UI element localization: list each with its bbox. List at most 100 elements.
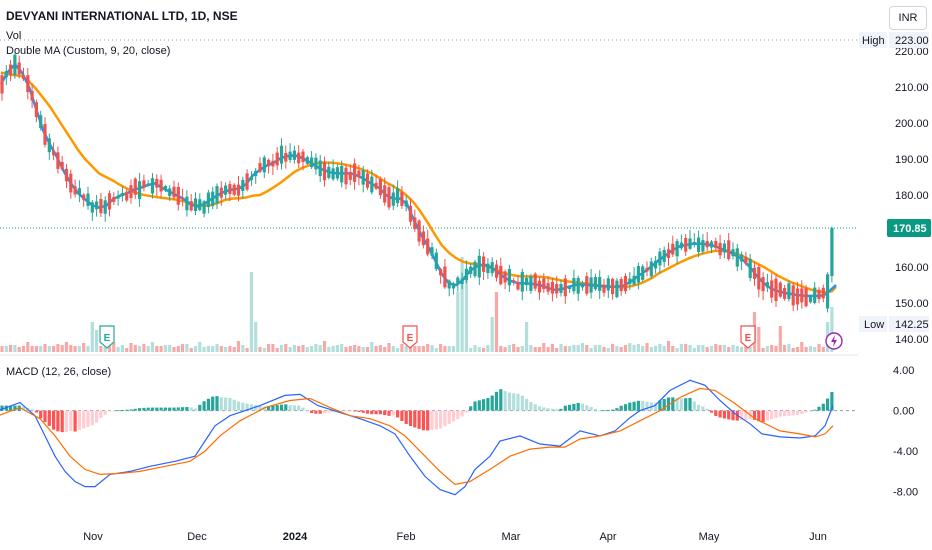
candle-body	[284, 152, 288, 162]
volume-bar	[443, 346, 447, 352]
macd-histogram-bar	[826, 398, 830, 411]
candle-body	[451, 283, 456, 289]
candle-body	[748, 258, 752, 279]
volume-bar	[52, 346, 56, 352]
volume-bar	[361, 347, 365, 352]
volume-bar	[490, 317, 494, 352]
macd-histogram-bar	[791, 410, 795, 416]
volume-bar	[400, 344, 404, 352]
candle-body	[361, 170, 365, 185]
volume-bar	[572, 345, 576, 352]
macd-histogram-bar	[752, 410, 757, 420]
candle-body	[254, 170, 258, 177]
candle-body	[598, 276, 602, 291]
volume-bar	[254, 322, 258, 352]
line-layer	[0, 62, 837, 496]
volume-bar	[550, 344, 554, 352]
macd-histogram-bar	[245, 403, 249, 411]
candle-body	[580, 283, 585, 288]
candle-body	[370, 176, 374, 193]
candle-body	[529, 276, 533, 291]
volume-bar	[447, 346, 451, 352]
earnings-marker[interactable]: E	[740, 325, 756, 349]
candle-body	[310, 157, 314, 168]
volume-bar	[559, 344, 563, 352]
macd-histogram-bar	[64, 410, 69, 433]
candle-body	[404, 200, 408, 207]
volume-bar	[4, 346, 8, 352]
volume-bar	[327, 347, 331, 352]
macd-histogram-bar	[671, 397, 675, 411]
macd-histogram-bar	[193, 408, 198, 411]
candle-body	[757, 266, 761, 290]
volume-bar	[241, 345, 245, 352]
candle-body	[129, 185, 133, 199]
volume-bar	[580, 343, 585, 352]
volume-bar	[658, 344, 662, 352]
volume-bar	[232, 347, 236, 352]
volume-bar	[636, 344, 640, 352]
candle-body	[421, 231, 425, 246]
high-value-bg	[889, 32, 929, 48]
low-value-bg	[889, 316, 929, 332]
candle-body	[69, 173, 73, 193]
volume-bar	[654, 346, 658, 352]
macd-tick-label: -4.00	[893, 446, 918, 458]
macd-histogram-bar	[370, 410, 374, 415]
earnings-marker[interactable]: E	[402, 325, 418, 349]
volume-bar	[99, 346, 103, 352]
candle-body	[821, 287, 825, 299]
volume-bar	[709, 346, 714, 352]
macd-histogram-bar	[817, 406, 821, 411]
macd-histogram-bar	[697, 404, 701, 411]
volume-bar	[322, 341, 327, 352]
macd-histogram-bar	[529, 401, 533, 411]
volume-label: Vol	[6, 30, 22, 42]
candle-body	[550, 281, 554, 294]
volume-bar	[598, 345, 602, 352]
candle-body	[13, 54, 17, 76]
candle-body	[701, 240, 705, 252]
candle-body	[245, 173, 249, 190]
macd-histogram-bar	[430, 410, 434, 430]
candle-body	[138, 181, 142, 200]
macd-histogram-bar	[542, 407, 546, 411]
volume-bar	[731, 345, 735, 352]
candle-body	[666, 249, 671, 258]
candle-body	[671, 243, 675, 255]
currency-button[interactable]: INR	[889, 6, 927, 30]
earnings-letter: E	[407, 333, 414, 344]
macd-histogram-bar	[181, 407, 185, 411]
candle-body	[172, 186, 176, 198]
macd-histogram-bar	[593, 408, 597, 411]
volume-bar	[211, 346, 215, 352]
price-tick-label: 150.00	[895, 298, 929, 310]
corporate-action-marker[interactable]	[825, 332, 843, 350]
volume-bar	[705, 347, 709, 352]
macd-histogram-bar	[288, 405, 292, 411]
candle-body	[258, 162, 262, 172]
macd-histogram-bar	[503, 390, 507, 411]
low-value: 142.25	[895, 319, 929, 331]
macd-histogram-bar	[305, 410, 309, 412]
candle-body	[60, 161, 64, 170]
earnings-marker[interactable]: E	[99, 325, 115, 349]
volume-bar	[155, 346, 159, 352]
macd-histogram-bar	[116, 410, 120, 412]
candle-body	[90, 202, 94, 213]
candle-body	[679, 242, 683, 249]
macd-histogram-bar	[611, 409, 615, 411]
candle-body	[589, 277, 593, 293]
macd-histogram-bar	[559, 408, 563, 411]
candle-body	[43, 123, 47, 145]
volume-bar	[357, 346, 361, 352]
volume-bar	[0, 346, 4, 352]
volume-bar	[202, 347, 206, 352]
candle-body	[439, 269, 443, 276]
candle-body	[709, 241, 714, 248]
candle-body	[606, 278, 610, 291]
volume-bar	[774, 346, 778, 352]
candle-body	[103, 200, 107, 214]
macd-histogram-bar	[357, 410, 361, 412]
